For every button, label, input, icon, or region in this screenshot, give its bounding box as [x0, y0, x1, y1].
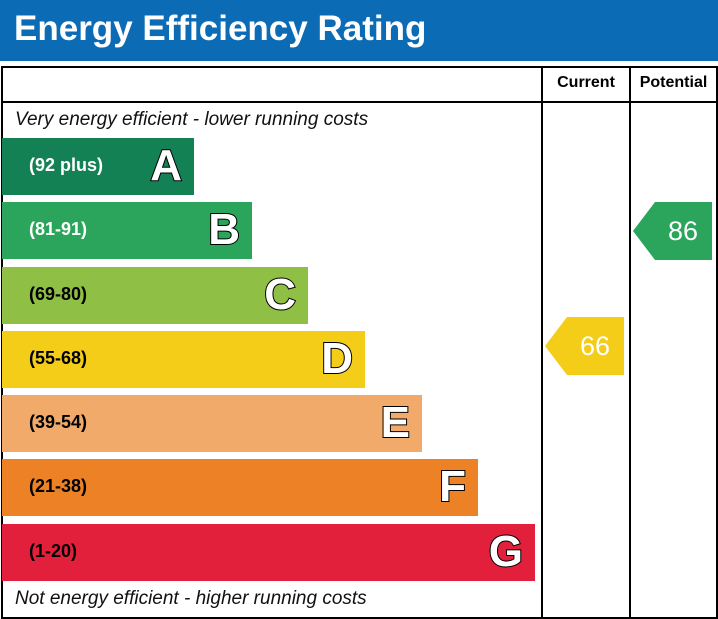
band-range: (55-68) [29, 348, 88, 368]
band-bar-a: (92 plus) A [2, 138, 194, 195]
band-letter: A [149, 140, 183, 191]
band-letter: C [263, 269, 297, 320]
band-range: (39-54) [29, 412, 88, 432]
band-letter: B [207, 204, 241, 255]
current-rating-value: 66 [579, 331, 611, 361]
band-bar-b: (81-91) B [2, 202, 252, 259]
potential-rating-value: 86 [667, 216, 699, 246]
potential-arrow-shape [633, 202, 712, 260]
band-range: (1-20) [29, 541, 78, 561]
band-range: (69-80) [29, 284, 88, 304]
band-letter: D [320, 333, 354, 384]
current-rating-arrow: 66 [545, 317, 625, 375]
band-bar-d: (55-68) D [2, 331, 365, 388]
bottom-note: Not energy efficient - higher running co… [15, 588, 367, 609]
current-column-header: Current [557, 74, 615, 91]
header-divider [1, 101, 718, 103]
band-range: (81-91) [29, 219, 88, 239]
potential-column-divider [629, 66, 631, 617]
band-bar-c: (69-80) C [2, 267, 308, 324]
title-bar: Energy Efficiency Rating [0, 0, 718, 61]
potential-column-header: Potential [639, 74, 708, 91]
band-range: (21-38) [29, 476, 88, 496]
band-letter: F [438, 461, 467, 512]
band-bar-g: (1-20) G [2, 524, 535, 581]
chart-title: Energy Efficiency Rating [14, 9, 427, 48]
band-letter: G [488, 526, 524, 577]
band-bar-e: (39-54) E [2, 395, 422, 452]
band-range: (92 plus) [29, 155, 104, 175]
current-column-divider [541, 66, 543, 617]
top-note: Very energy efficient - lower running co… [15, 109, 369, 130]
potential-rating-arrow: 86 [633, 202, 713, 260]
band-bar-f: (21-38) F [2, 459, 478, 516]
current-arrow-shape [545, 317, 624, 375]
band-letter: E [380, 397, 411, 448]
